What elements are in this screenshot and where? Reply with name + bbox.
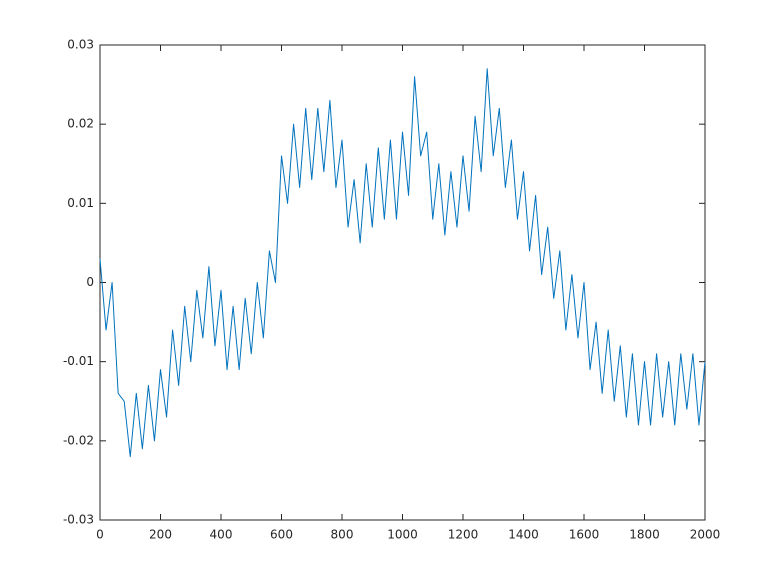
y-tick-label: 0	[86, 275, 94, 289]
x-tick-label: 400	[210, 528, 233, 542]
y-tick-label: -0.01	[63, 354, 94, 368]
x-tick-label: 1200	[448, 528, 479, 542]
y-tick-label: 0.02	[67, 117, 94, 131]
x-tick-label: 1800	[629, 528, 660, 542]
x-tick-label: 200	[149, 528, 172, 542]
x-tick-label: 600	[270, 528, 293, 542]
y-tick-label: 0.03	[67, 38, 94, 52]
x-tick-label: 800	[331, 528, 354, 542]
axes-box	[99, 44, 706, 521]
y-tick-label: -0.03	[63, 513, 94, 527]
x-tick-label: 0	[96, 528, 104, 542]
x-tick-label: 1600	[569, 528, 600, 542]
y-tick-label: -0.02	[63, 433, 94, 447]
x-tick-label: 1400	[508, 528, 539, 542]
y-tick-label: 0.01	[67, 196, 94, 210]
x-tick-label: 1000	[387, 528, 418, 542]
x-tick-label: 2000	[690, 528, 721, 542]
data-line	[99, 68, 706, 458]
